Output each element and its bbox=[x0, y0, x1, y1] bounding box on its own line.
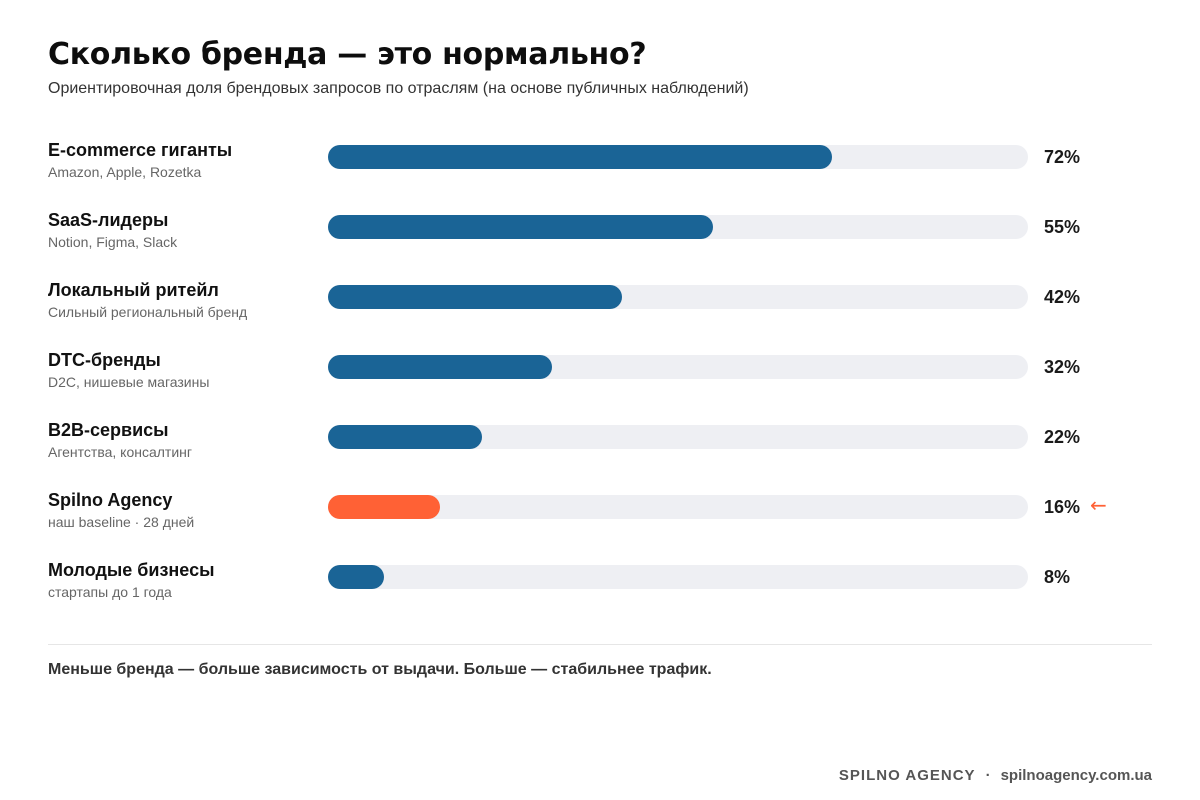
category-label: B2B-сервисы bbox=[48, 420, 169, 440]
category-description: D2C, нишевые магазины bbox=[48, 374, 210, 390]
chart-subtitle: Ориентировочная доля брендовых запросов … bbox=[48, 80, 749, 97]
value-label: 22% bbox=[1044, 427, 1081, 447]
category-label: Локальный ритейл bbox=[48, 280, 219, 300]
category-description: наш baseline · 28 дней bbox=[48, 514, 195, 530]
bar-track bbox=[328, 495, 1028, 519]
footer-brand: SPILNO AGENCY bbox=[838, 767, 976, 784]
bar bbox=[328, 355, 552, 379]
footer-separator: · bbox=[985, 767, 991, 784]
category-description: Amazon, Apple, Rozetka bbox=[48, 164, 202, 180]
category-description: Сильный региональный бренд bbox=[48, 304, 248, 320]
category-label: E-commerce гиганты bbox=[48, 140, 233, 160]
category-description: стартапы до 1 года bbox=[48, 584, 172, 600]
chart-row: Молодые бизнесы стартапы до 1 года 8% bbox=[0, 560, 1200, 620]
bar-track bbox=[328, 285, 1028, 309]
chart-row: DTC-бренды D2C, нишевые магазины 32% bbox=[0, 350, 1200, 410]
arrow-left-icon: ← bbox=[1090, 493, 1107, 517]
bar bbox=[328, 215, 713, 239]
bar-track bbox=[328, 425, 1028, 449]
category-description: Агентства, консалтинг bbox=[48, 444, 192, 460]
chart-caption: Меньше бренда — больше зависимость от вы… bbox=[48, 661, 712, 678]
value-label: 72% bbox=[1044, 147, 1081, 167]
chart-title: Сколько бренда — это нормально? bbox=[48, 37, 647, 72]
category-description: Notion, Figma, Slack bbox=[48, 234, 178, 250]
category-label: Spilno Agency bbox=[48, 490, 173, 510]
bar-track bbox=[328, 355, 1028, 379]
bar-highlight bbox=[328, 495, 440, 519]
value-label: 16% bbox=[1044, 497, 1081, 517]
bar-track bbox=[328, 145, 1028, 169]
chart-row: SaaS-лидеры Notion, Figma, Slack 55% bbox=[0, 210, 1200, 270]
footer: SPILNO AGENCY · spilnoagency.com.ua bbox=[839, 767, 1152, 784]
value-label: 8% bbox=[1044, 567, 1071, 587]
category-label: Молодые бизнесы bbox=[48, 560, 215, 580]
divider bbox=[48, 644, 1152, 645]
footer-site-link[interactable]: spilnoagency.com.ua bbox=[1000, 767, 1152, 784]
value-label: 55% bbox=[1044, 217, 1081, 237]
bar-track bbox=[328, 565, 1028, 589]
chart-row: E-commerce гиганты Amazon, Apple, Rozetka… bbox=[0, 140, 1200, 200]
value-label: 32% bbox=[1044, 357, 1081, 377]
category-label: SaaS-лидеры bbox=[48, 210, 169, 230]
bar bbox=[328, 145, 832, 169]
chart-row: B2B-сервисы Агентства, консалтинг 22% bbox=[0, 420, 1200, 480]
bar bbox=[328, 425, 482, 449]
chart-row: Локальный ритейл Сильный региональный бре… bbox=[0, 280, 1200, 340]
category-label: DTC-бренды bbox=[48, 350, 161, 370]
bar-track bbox=[328, 215, 1028, 239]
chart-row: Spilno Agency наш baseline · 28 дней 16% ← bbox=[0, 490, 1200, 550]
bar bbox=[328, 285, 622, 309]
value-label: 42% bbox=[1044, 287, 1081, 307]
bar bbox=[328, 565, 384, 589]
